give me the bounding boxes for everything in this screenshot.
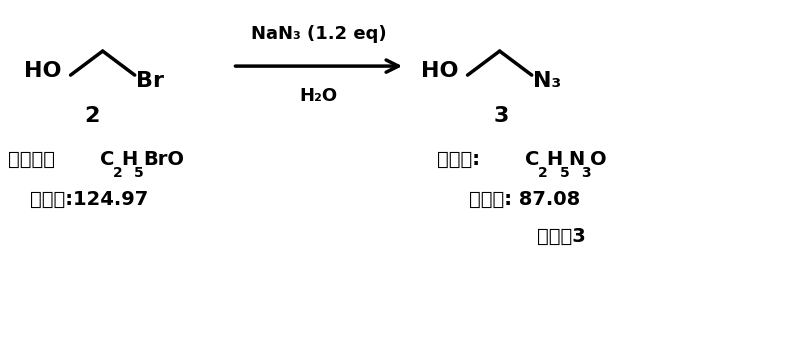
Text: HO: HO (421, 62, 459, 81)
Text: 分子式:: 分子式: (437, 150, 487, 169)
Text: 2: 2 (112, 166, 123, 180)
Text: O: O (589, 150, 606, 169)
Text: NaN₃ (1.2 eq): NaN₃ (1.2 eq) (251, 25, 387, 43)
Text: 分子量: 87.08: 分子量: 87.08 (469, 190, 581, 209)
Text: 中间䝓3: 中间䝓3 (537, 227, 585, 246)
Text: Br: Br (136, 71, 164, 91)
Text: 2: 2 (537, 166, 548, 180)
Text: HO: HO (24, 62, 62, 81)
Text: H: H (547, 150, 563, 169)
Text: 5: 5 (560, 166, 569, 180)
Text: N₃: N₃ (533, 71, 561, 91)
Text: H₂O: H₂O (300, 87, 338, 105)
Text: C: C (525, 150, 540, 169)
Text: 分子量:124.97: 分子量:124.97 (30, 190, 148, 209)
Text: 分子式：: 分子式： (8, 150, 62, 169)
Text: 3: 3 (581, 166, 591, 180)
Text: N: N (568, 150, 585, 169)
Text: 2: 2 (84, 106, 100, 126)
Text: C: C (100, 150, 115, 169)
Text: 5: 5 (135, 166, 144, 180)
Text: BrO: BrO (144, 150, 184, 169)
Text: H: H (122, 150, 138, 169)
Text: 3: 3 (493, 106, 509, 126)
